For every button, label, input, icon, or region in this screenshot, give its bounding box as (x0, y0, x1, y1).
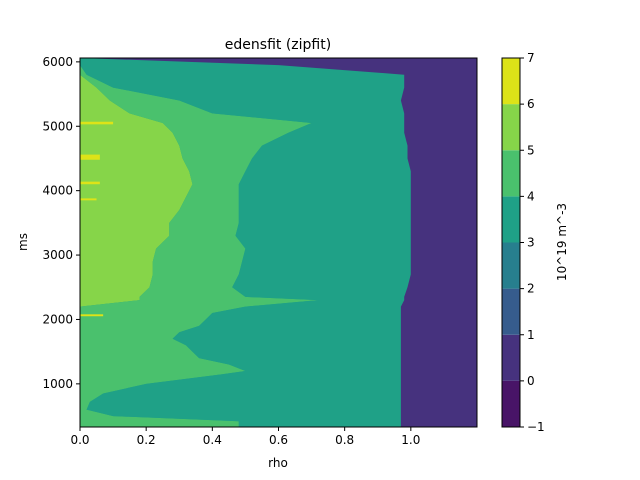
y-tick-label: 3000 (42, 248, 73, 262)
colorbar-tick-label: 2 (527, 282, 535, 296)
contour-streak-level-6 (80, 154, 100, 160)
x-axis: 0.0 0.2 0.4 0.6 0.8 1.0 (70, 427, 420, 447)
colorbar-swatch (502, 242, 520, 289)
x-tick-label: 0.2 (137, 433, 156, 447)
colorbar-label: 10^19 m^-3 (555, 203, 569, 281)
plot-area (80, 58, 477, 427)
colorbar-tick-label: 1 (527, 328, 535, 342)
contour-streak-level-6 (80, 121, 114, 125)
y-tick-label: 1000 (42, 377, 73, 391)
y-axis-label: ms (16, 233, 30, 251)
x-tick-label: 1.0 (401, 433, 420, 447)
colorbar-tick-label: −1 (527, 420, 545, 434)
colorbar-tick-label: 3 (527, 236, 535, 250)
colorbar-swatch (502, 150, 520, 197)
colorbar-swatch (502, 380, 520, 427)
colorbar-swatch (502, 334, 520, 381)
contour-band-level-5 (80, 58, 193, 427)
colorbar-tick-label: 4 (527, 189, 535, 203)
contour-band-level-4 (80, 58, 319, 427)
x-tick-label: 0.6 (269, 433, 288, 447)
contour-streak-level-6 (80, 181, 100, 185)
contour-band-level-3 (80, 58, 411, 427)
y-tick-label: 6000 (42, 55, 73, 69)
x-tick-label: 0.4 (203, 433, 222, 447)
colorbar-swatch (502, 104, 520, 151)
contour-streak-level-6 (80, 314, 104, 317)
colorbar-swatch (502, 196, 520, 243)
contour-band-level-0 (80, 58, 477, 427)
x-tick-label: 0.0 (70, 433, 89, 447)
colorbar-tick-label: 6 (527, 97, 535, 111)
colorbar: −1 0 1 2 3 4 5 6 7 (501, 51, 545, 434)
x-axis-label: rho (268, 456, 288, 470)
x-tick-label: 0.8 (335, 433, 354, 447)
colorbar-tick-label: 7 (527, 51, 535, 65)
colorbar-swatch (502, 58, 520, 105)
y-tick-label: 2000 (42, 312, 73, 326)
colorbar-tick-label: 5 (527, 143, 535, 157)
chart-title: edensfit (zipfit) (225, 37, 331, 53)
y-axis: 1000 2000 3000 4000 5000 6000 (42, 55, 80, 391)
colorbar-tick-label: 0 (527, 374, 535, 388)
y-tick-label: 5000 (42, 119, 73, 133)
y-tick-label: 4000 (42, 184, 73, 198)
contour-streak-level-6 (80, 198, 97, 201)
colorbar-swatch (502, 288, 520, 335)
